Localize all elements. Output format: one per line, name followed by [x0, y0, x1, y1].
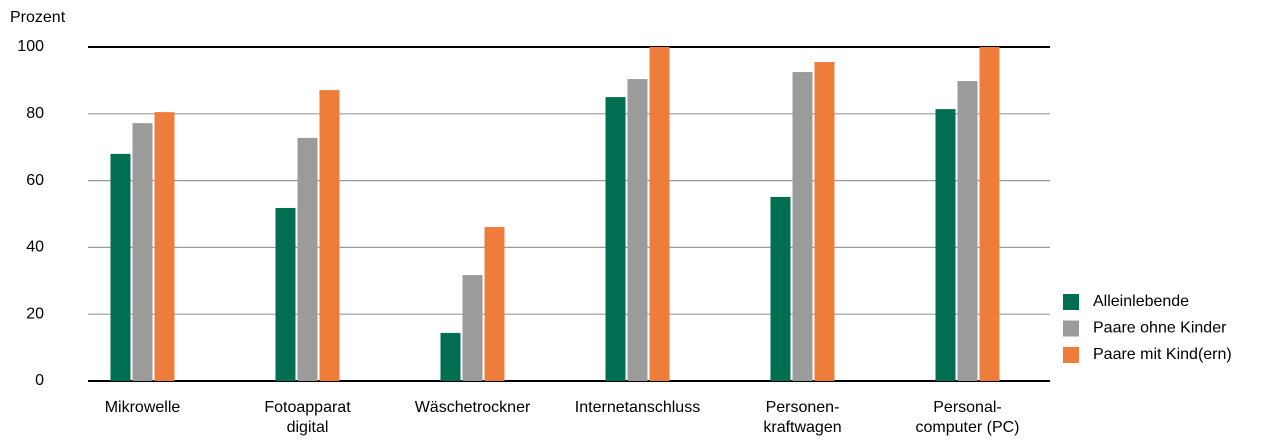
- bar: [275, 207, 296, 381]
- x-tick-label: Fotoapparat: [264, 399, 351, 416]
- legend-label: Alleinlebende: [1093, 293, 1189, 310]
- x-tick-label: Personen-: [766, 399, 840, 416]
- bar: [979, 47, 1000, 381]
- y-tick-label: 80: [26, 105, 44, 122]
- bar: [440, 332, 461, 381]
- y-axis-label: Prozent: [10, 9, 66, 26]
- y-tick-label: 100: [17, 38, 44, 55]
- legend-swatch: [1063, 320, 1079, 337]
- x-tick-label: Internetanschluss: [575, 399, 700, 416]
- legend-swatch: [1063, 294, 1079, 310]
- bar: [792, 72, 813, 382]
- x-tick-label: Personal-: [933, 399, 1001, 416]
- bar: [462, 275, 483, 381]
- x-tick-label: Mikrowelle: [105, 399, 181, 416]
- x-tick-label: kraftwagen: [763, 419, 841, 436]
- x-tick-label: computer (PC): [915, 419, 1019, 436]
- legend-swatch: [1063, 347, 1079, 363]
- y-tick-label: 40: [26, 239, 44, 256]
- bar: [935, 109, 956, 382]
- x-tick-label: Wäschetrockner: [415, 399, 531, 416]
- bar: [154, 112, 175, 381]
- bar: [297, 137, 318, 381]
- legend-label: Paare mit Kind(ern): [1093, 346, 1232, 363]
- bar: [484, 227, 505, 381]
- bar: [814, 62, 835, 381]
- bar: [110, 153, 131, 381]
- bar: [627, 79, 648, 382]
- bar: [957, 81, 978, 382]
- bar: [770, 196, 791, 381]
- y-tick-label: 20: [26, 305, 44, 322]
- y-tick-label: 0: [35, 372, 44, 389]
- bar: [319, 90, 340, 381]
- x-tick-label: digital: [287, 419, 329, 436]
- bar: [132, 123, 153, 381]
- legend-label: Paare ohne Kinder: [1093, 320, 1227, 337]
- y-tick-label: 60: [26, 172, 44, 189]
- bar: [605, 97, 626, 381]
- bar: [649, 47, 670, 381]
